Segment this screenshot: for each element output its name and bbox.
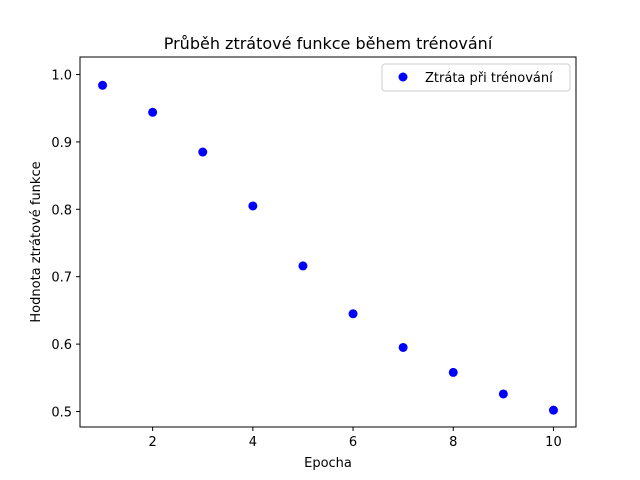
y-tick-label: 0.9 <box>51 136 72 151</box>
legend: Ztráta při trénování <box>381 63 571 92</box>
x-tick-label: 2 <box>149 435 157 450</box>
data-point <box>298 261 308 271</box>
y-tick-label: 0.7 <box>51 271 72 286</box>
plot-area-frame <box>79 56 577 428</box>
data-points <box>98 80 558 415</box>
data-point <box>498 389 508 399</box>
data-point <box>398 342 408 352</box>
x-tick-label: 6 <box>349 435 357 450</box>
chart-title: Průběh ztrátové funkce během trénování <box>164 34 493 53</box>
data-point <box>148 107 158 117</box>
data-point <box>198 147 208 157</box>
legend-marker-circle-icon <box>398 72 408 82</box>
y-tick-label: 0.8 <box>51 203 72 218</box>
x-axis-label: Epocha <box>304 456 352 471</box>
x-tick-label: 4 <box>249 435 257 450</box>
data-point <box>248 201 258 211</box>
data-point <box>348 309 358 319</box>
data-point <box>448 367 458 377</box>
x-tick-label: 10 <box>545 435 562 450</box>
y-tick-label: 1.0 <box>51 69 72 84</box>
y-tick-label: 0.5 <box>51 405 72 420</box>
data-point <box>98 80 108 90</box>
data-point <box>548 405 558 415</box>
y-tick-label: 0.6 <box>51 338 72 353</box>
x-axis-ticks: 2 4 6 8 10 <box>149 427 562 450</box>
y-axis-label: Hodnota ztrátové funkce <box>29 161 44 322</box>
legend-entry-label: Ztráta při trénování <box>425 71 553 86</box>
y-axis-ticks: 0.5 0.6 0.7 0.8 0.9 1.0 <box>51 69 80 420</box>
legend-box <box>381 63 571 92</box>
x-tick-label: 8 <box>449 435 457 450</box>
